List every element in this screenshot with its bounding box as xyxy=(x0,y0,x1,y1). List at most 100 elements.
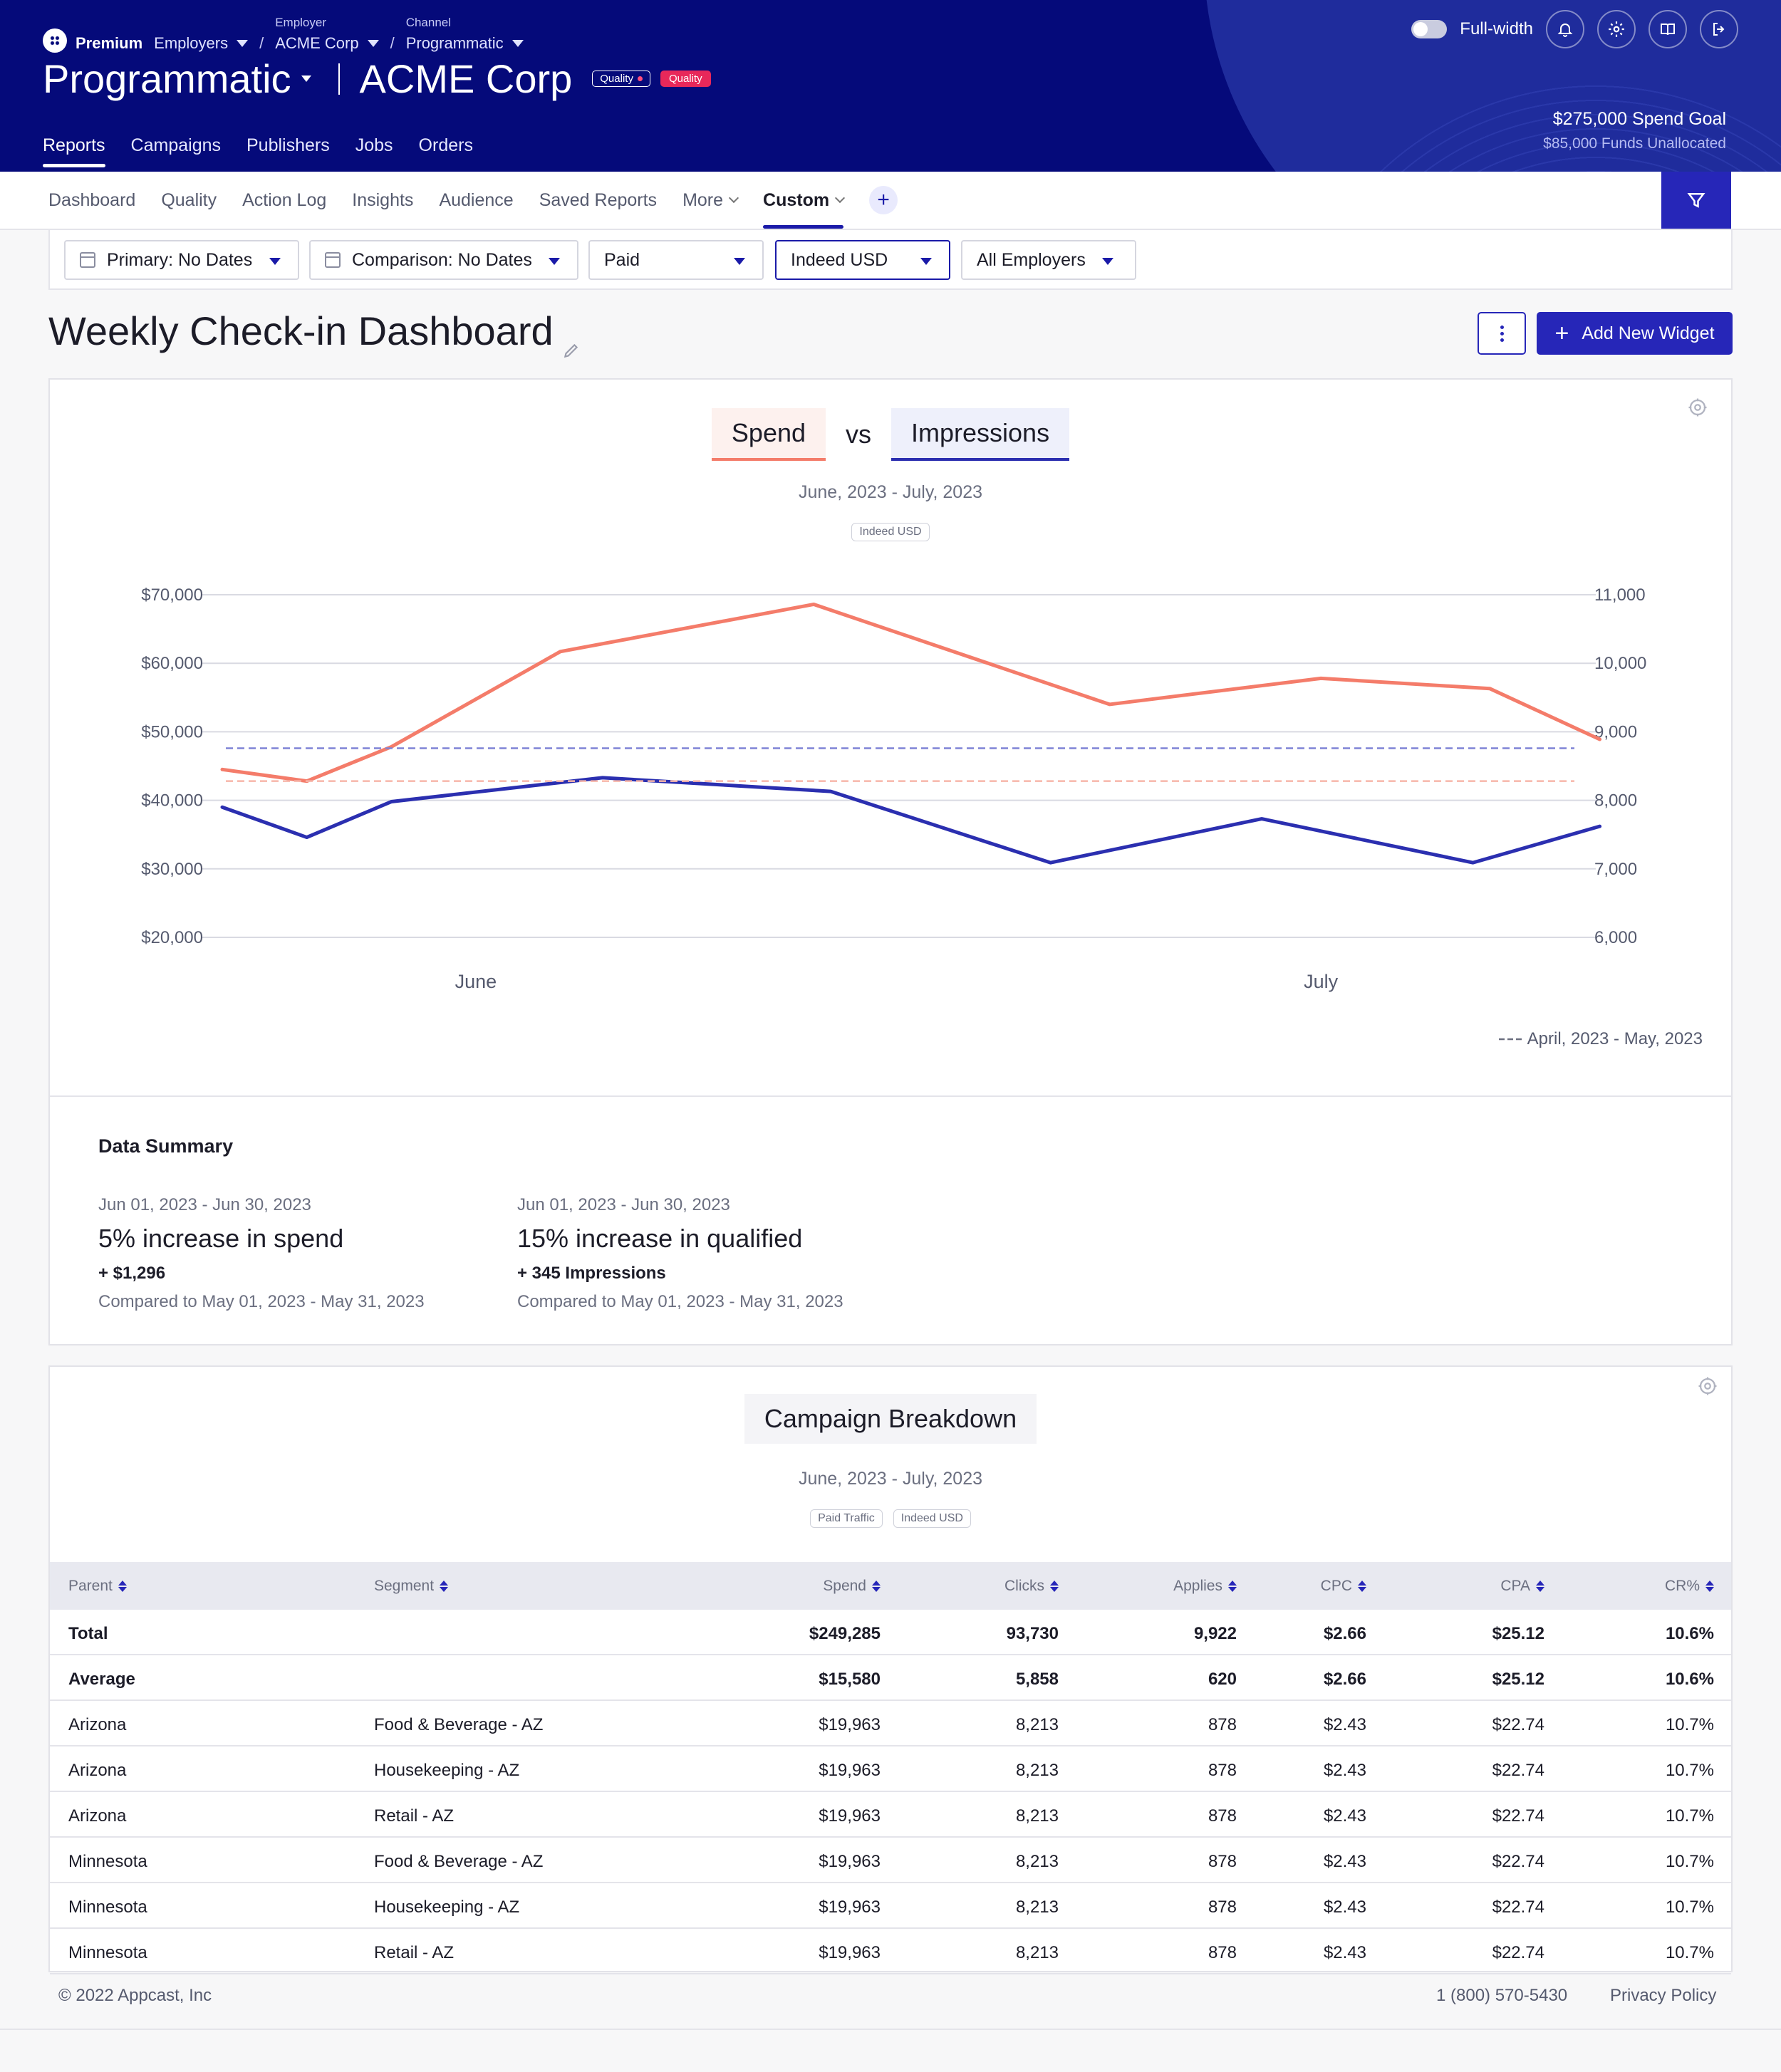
table-cell: $19,963 xyxy=(819,1715,881,1734)
breadcrumb-separator: / xyxy=(259,34,264,52)
column-label: CR% xyxy=(1664,1578,1700,1594)
sort-icon xyxy=(118,1581,127,1592)
traffic-select[interactable]: Paid xyxy=(588,240,764,280)
table-cell: 878 xyxy=(1208,1852,1237,1871)
column-cpa[interactable]: CPA xyxy=(1500,1578,1544,1595)
y-right-tick-label: 8,000 xyxy=(1594,791,1637,811)
tab-more[interactable]: More xyxy=(682,172,739,229)
y-right-tick-label: 10,000 xyxy=(1594,654,1646,673)
logout-icon[interactable] xyxy=(1700,10,1738,48)
tab-quality[interactable]: Quality xyxy=(161,172,217,229)
page-title: Weekly Check-in Dashboard xyxy=(48,308,579,358)
edit-pencil-icon[interactable] xyxy=(562,323,579,358)
breakdown-badges: Paid Traffic Indeed USD xyxy=(50,1506,1731,1528)
breadcrumb-channel[interactable]: Channel Programmatic xyxy=(406,16,524,53)
table-cell: $15,580 xyxy=(819,1670,881,1689)
column-cr[interactable]: CR% xyxy=(1665,1578,1714,1595)
chart-series xyxy=(220,602,1602,865)
quality-badge-outline: Quality xyxy=(592,71,650,87)
tab-saved-reports[interactable]: Saved Reports xyxy=(539,172,657,229)
filter-button[interactable] xyxy=(1661,172,1731,229)
nav-campaigns[interactable]: Campaigns xyxy=(130,135,221,155)
tab-custom[interactable]: Custom xyxy=(763,172,846,229)
column-applies[interactable]: Applies xyxy=(1173,1578,1237,1595)
summary-value: + $1,296 xyxy=(98,1264,166,1283)
chart-date-range: June, 2023 - July, 2023 xyxy=(798,482,983,502)
privacy-policy-link[interactable]: Privacy Policy xyxy=(1610,1986,1717,2005)
product-switcher[interactable]: Programmatic xyxy=(43,56,311,102)
table-cell: $2.43 xyxy=(1323,1943,1366,1962)
support-phone-link[interactable]: 1 (800) 570-5430 xyxy=(1436,1986,1568,2005)
status-dot-icon xyxy=(637,76,643,81)
page-header-title: Programmatic ACME Corp Quality Quality xyxy=(43,56,711,102)
employers-value: All Employers xyxy=(977,249,1086,270)
column-spend[interactable]: Spend xyxy=(823,1578,881,1595)
data-summary-title: Data Summary xyxy=(98,1135,234,1157)
sort-icon xyxy=(1050,1581,1059,1592)
breadcrumb-employers-label: Employers xyxy=(154,34,229,52)
breadcrumb-employer[interactable]: Employer ACME Corp xyxy=(275,16,379,53)
vs-label: vs xyxy=(846,420,872,449)
column-parent[interactable]: Parent xyxy=(68,1578,127,1595)
chevron-down-icon xyxy=(728,192,739,204)
widget-settings-gear-icon[interactable] xyxy=(1687,397,1708,418)
table-cell: 10.6% xyxy=(1665,1624,1714,1643)
spend-metric-selector[interactable]: Spend xyxy=(711,408,826,461)
tab-audience[interactable]: Audience xyxy=(439,172,513,229)
tab-insights[interactable]: Insights xyxy=(352,172,413,229)
nav-orders[interactable]: Orders xyxy=(418,135,473,155)
add-new-widget-button[interactable]: + Add New Widget xyxy=(1537,312,1733,355)
full-width-toggle[interactable] xyxy=(1411,20,1448,38)
book-icon[interactable] xyxy=(1648,10,1687,48)
gear-icon[interactable] xyxy=(1597,10,1636,48)
dashboard-title: Weekly Check-in Dashboard xyxy=(48,308,554,353)
add-new-widget-label: Add New Widget xyxy=(1582,323,1715,343)
appcast-logo-icon xyxy=(43,28,67,53)
comparison-date-select[interactable]: Comparison: No Dates xyxy=(309,240,578,280)
paid-traffic-badge: Paid Traffic xyxy=(810,1509,883,1528)
tab-quality-label: Quality xyxy=(161,189,217,210)
spend-goal: $275,000 Spend Goal $85,000 Funds Unallo… xyxy=(1543,109,1726,152)
campaign-breakdown-widget: Campaign Breakdown June, 2023 - July, 20… xyxy=(48,1365,1733,1972)
breadcrumb-channel-value: Programmatic xyxy=(405,34,504,52)
table-cell: $22.74 xyxy=(1492,1943,1544,1962)
breadcrumb-channel-caption: Channel xyxy=(405,16,452,29)
table-cell: Average xyxy=(68,1670,135,1689)
add-tab-button[interactable]: + xyxy=(869,186,898,214)
spend-goal-amount: $275,000 Spend Goal xyxy=(1552,109,1726,129)
table-cell: $22.74 xyxy=(1492,1761,1544,1780)
tab-dashboard[interactable]: Dashboard xyxy=(48,172,135,229)
x-tick-label: June xyxy=(455,971,497,992)
table-cell: Total xyxy=(68,1624,108,1643)
column-label: Spend xyxy=(823,1578,866,1594)
nav-reports[interactable]: Reports xyxy=(43,135,105,167)
summary-headline: 15% increase in qualified xyxy=(517,1224,803,1253)
sort-icon xyxy=(1536,1581,1544,1592)
sort-icon xyxy=(1705,1581,1714,1592)
table-cell: 10.6% xyxy=(1665,1670,1714,1689)
breakdown-date-range: June, 2023 - July, 2023 xyxy=(798,1469,983,1489)
breadcrumb-employers[interactable]: Employers xyxy=(154,34,249,53)
main-nav: Reports Campaigns Publishers Jobs Orders xyxy=(43,135,473,167)
nav-publishers[interactable]: Publishers xyxy=(246,135,330,155)
tab-action-log[interactable]: Action Log xyxy=(242,172,326,229)
table-cell: $2.66 xyxy=(1323,1624,1366,1643)
summary-dates: Jun 01, 2023 - Jun 30, 2023 xyxy=(517,1195,730,1214)
more-options-button[interactable] xyxy=(1478,312,1526,355)
nav-jobs[interactable]: Jobs xyxy=(355,135,393,155)
column-cpc[interactable]: CPC xyxy=(1321,1578,1366,1595)
currency-select[interactable]: Indeed USD xyxy=(775,240,950,280)
bell-icon[interactable] xyxy=(1546,10,1584,48)
column-label: Parent xyxy=(68,1578,113,1594)
header-controls: Full-width xyxy=(1411,10,1738,48)
column-clicks[interactable]: Clicks xyxy=(1004,1578,1059,1595)
widget-settings-gear-icon[interactable] xyxy=(1697,1375,1718,1397)
impressions-metric-selector[interactable]: Impressions xyxy=(891,408,1070,461)
title-divider xyxy=(338,63,340,95)
primary-date-select[interactable]: Primary: No Dates xyxy=(64,240,299,280)
column-segment[interactable]: Segment xyxy=(374,1578,449,1595)
quality-badge-outline-label: Quality xyxy=(600,73,633,85)
employers-select[interactable]: All Employers xyxy=(961,240,1136,280)
table-cell: $19,963 xyxy=(819,1943,881,1962)
table-row: Minnesota Retail - AZ $19,963 8,213 878 $2.43… xyxy=(50,1929,1731,1974)
